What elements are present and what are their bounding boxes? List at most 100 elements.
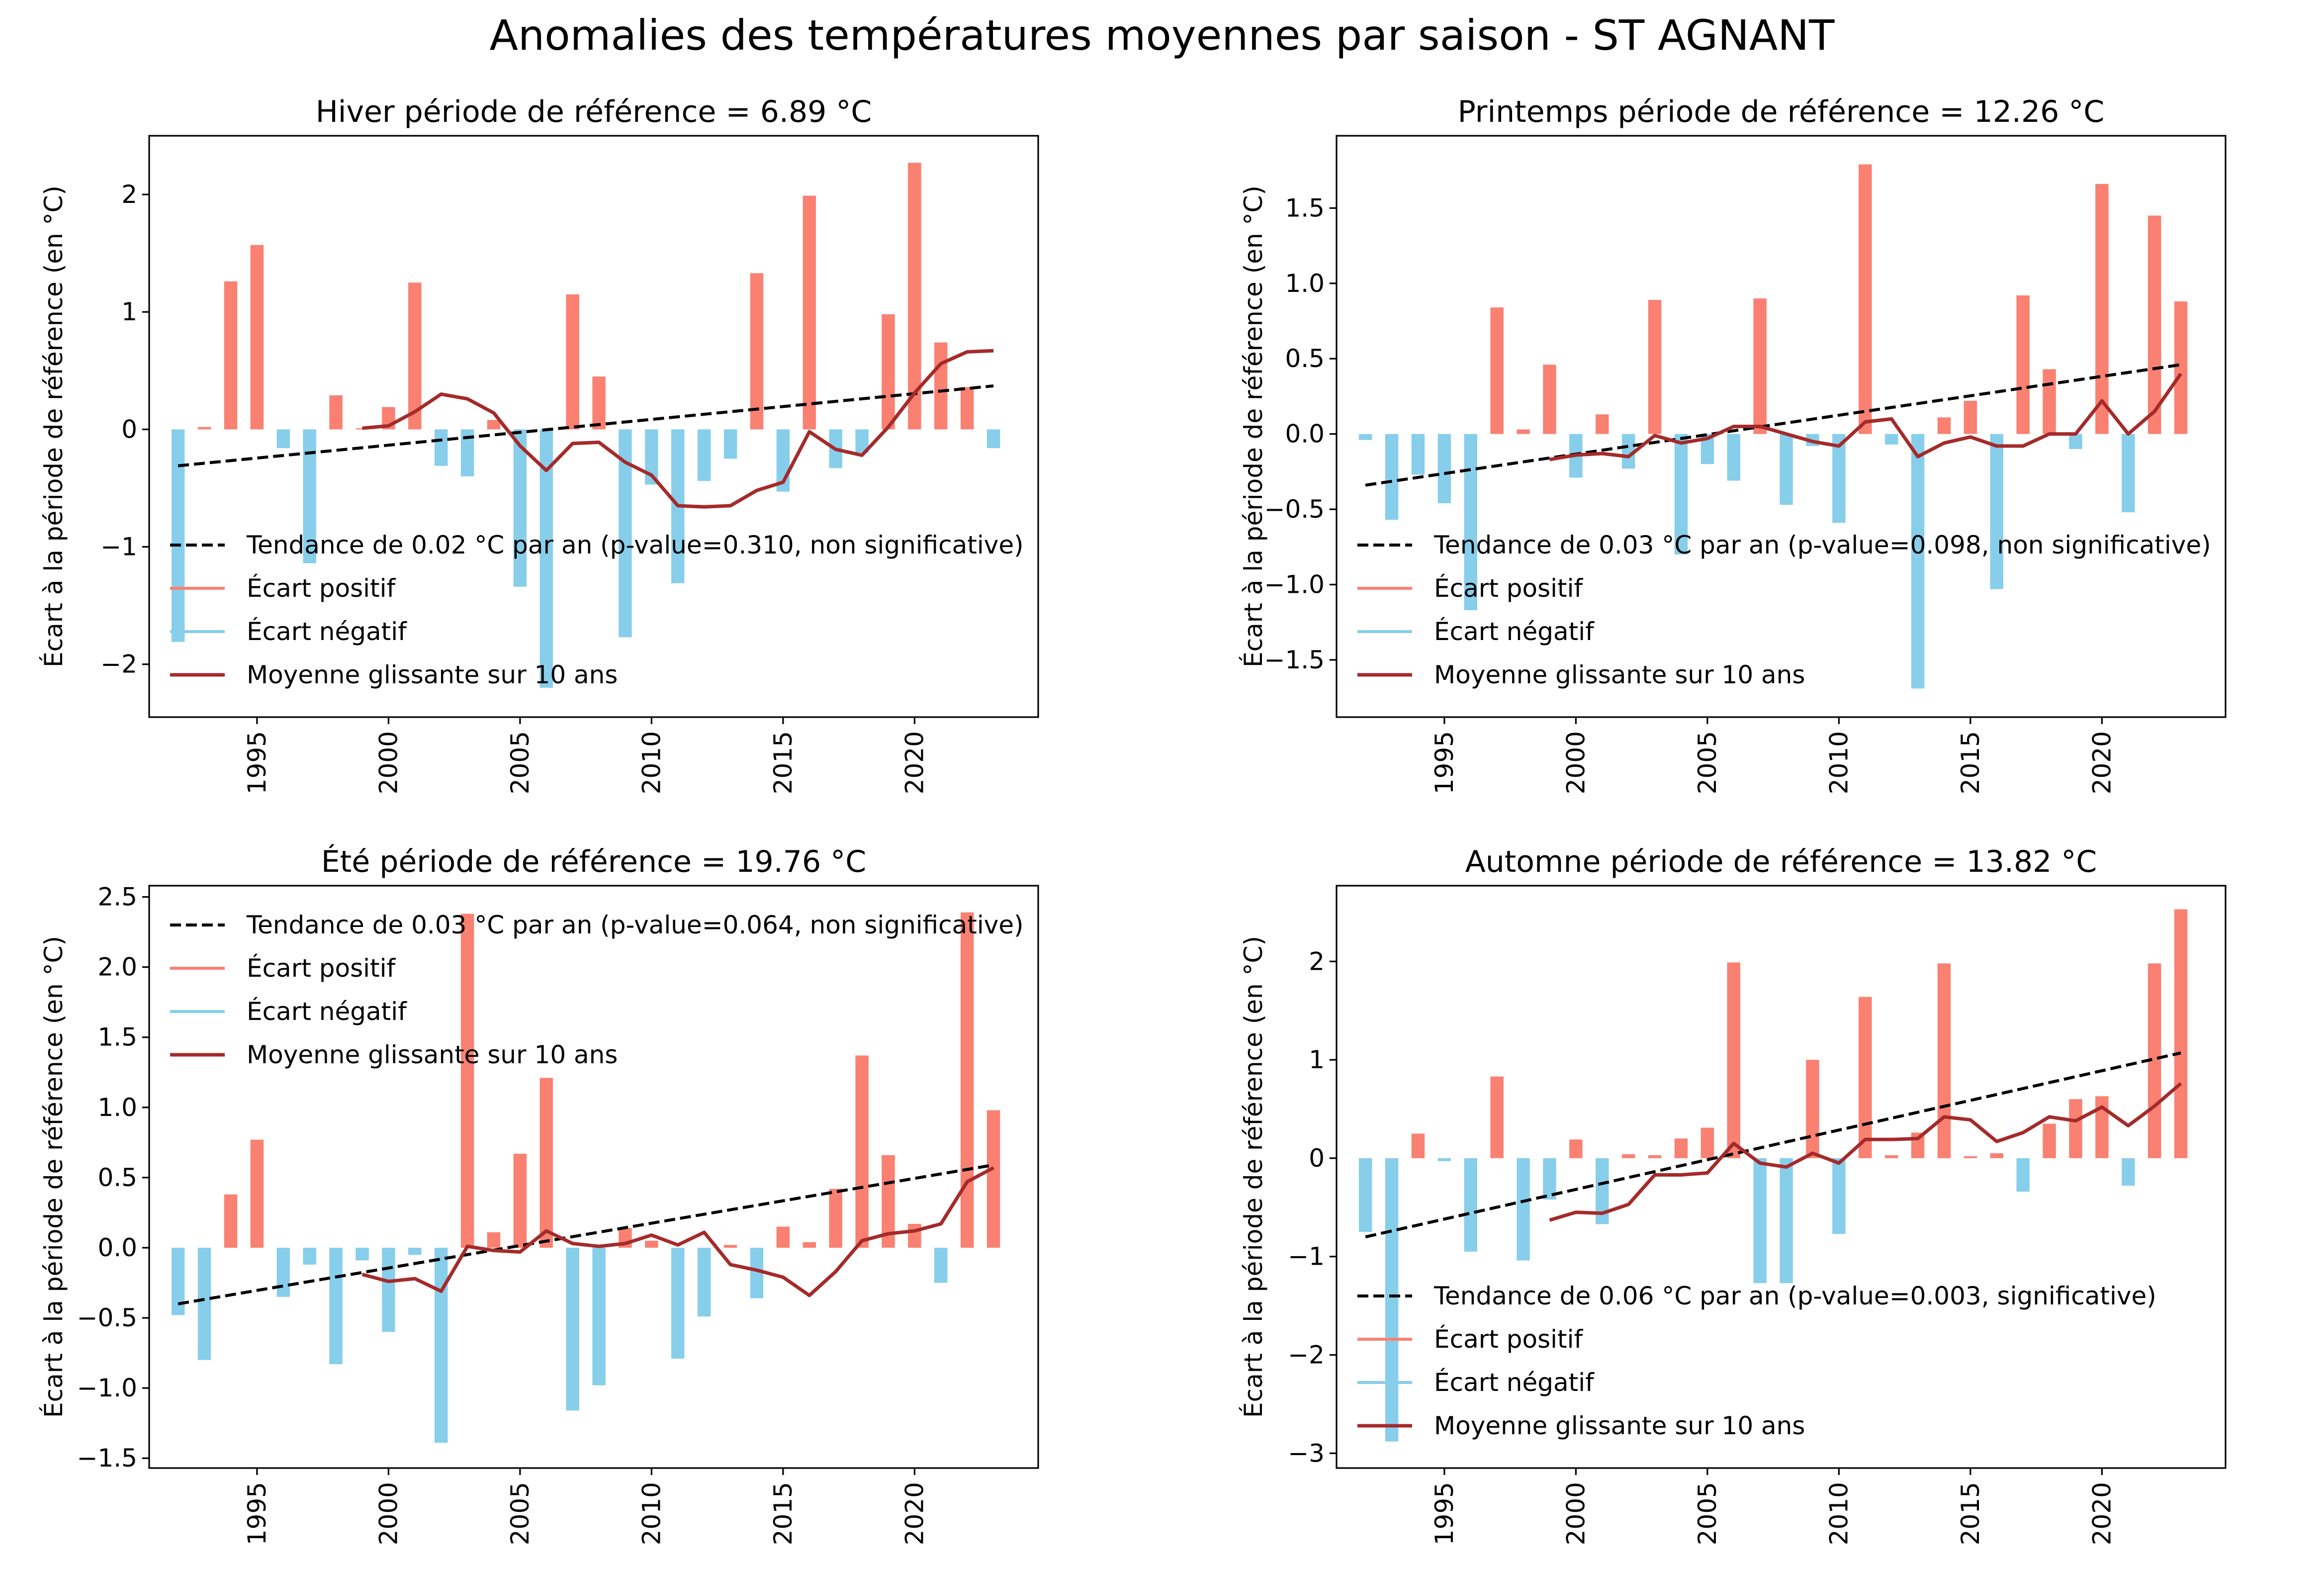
bars-printemps [1358, 164, 2188, 689]
y-axis-label: Écart à la période de référence (en °C) [1239, 936, 1268, 1418]
bar-positive [1859, 997, 1872, 1158]
bar-positive [1937, 417, 1951, 434]
subplot-title: Hiver période de référence = 6.89 °C [316, 94, 872, 129]
y-axis-label: Écart à la période de référence (en °C) [39, 936, 68, 1418]
rolling-mean-line [1549, 1082, 2182, 1222]
bar-positive [1937, 963, 1951, 1158]
bar-negative [408, 1247, 422, 1255]
bar-positive [1964, 1156, 1977, 1158]
bar-negative [1437, 1158, 1451, 1161]
rolling-mean-line [362, 349, 994, 509]
y-tick-label: 1 [121, 297, 137, 326]
legend-label: Moyenne glissante sur 10 ans [1434, 660, 1805, 689]
legend-item-trend: Tendance de 0.03 °C par an (p-value=0.09… [1357, 531, 2211, 559]
legend-item-trend: Tendance de 0.03 °C par an (p-value=0.06… [170, 911, 1024, 939]
x-tick-label: 2005 [1693, 731, 1722, 794]
subplot-ete: Été période de référence = 19.76 °C −1.5 −… [39, 843, 1039, 1545]
bar-positive [1490, 1076, 1504, 1158]
bar-negative [513, 429, 527, 587]
y-tick-label: 1.5 [97, 1023, 137, 1052]
bar-positive [803, 195, 816, 430]
bar-positive [1490, 307, 1504, 434]
x-tick-label: 2005 [506, 1482, 535, 1545]
bar-negative [566, 1247, 579, 1411]
subplot-title: Automne période de référence = 13.82 °C [1465, 844, 2097, 879]
y-axis-label: Écart à la période de référence (en °C) [1239, 185, 1268, 667]
bar-negative [1385, 434, 1399, 520]
y-tick-label: 0.5 [97, 1163, 137, 1192]
bar-negative [697, 429, 711, 481]
legend: Tendance de 0.03 °C par an (p-value=0.06… [170, 911, 1024, 1069]
bar-negative [197, 1247, 211, 1360]
trend-line [1365, 1051, 2181, 1239]
legend-label: Écart positif [247, 573, 396, 603]
bar-negative [1990, 434, 2003, 589]
bar-negative [1674, 434, 1688, 554]
bar-positive [513, 1153, 527, 1248]
bar-positive [1621, 1154, 1635, 1158]
bar-negative [1517, 1158, 1530, 1261]
bar-positive [1411, 1133, 1425, 1158]
subplot-title: Printemps période de référence = 12.26 °… [1458, 94, 2105, 129]
x-tick-label: 2000 [1561, 1482, 1590, 1545]
bar-positive [408, 282, 422, 430]
bar-negative [2016, 1158, 2030, 1192]
bar-positive [855, 1055, 869, 1248]
bar-negative [1832, 434, 1846, 523]
bar-negative [382, 1247, 395, 1332]
bar-positive [1884, 1155, 1898, 1158]
bar-positive [356, 428, 369, 430]
bar-negative [1832, 1158, 1846, 1234]
bar-positive [250, 245, 264, 430]
x-tick-label: 2020 [2087, 1482, 2116, 1545]
bar-positive [1543, 365, 1556, 434]
y-tick-label: 2 [1309, 947, 1325, 976]
y-tick-label: 0.0 [1285, 420, 1325, 449]
bar-positive [329, 395, 343, 430]
bar-positive [566, 294, 579, 430]
bar-positive [908, 163, 921, 430]
bar-negative [671, 1247, 685, 1359]
y-tick-label: 0 [1309, 1144, 1325, 1173]
bar-positive [986, 1110, 1000, 1248]
figure-suptitle: Anomalies des températures moyennes par … [490, 11, 1835, 60]
x-tick-label: 2000 [374, 731, 403, 794]
trend-line [178, 1163, 994, 1305]
bar-positive [487, 420, 501, 430]
y-axis-label: Écart à la période de référence (en °C) [39, 185, 68, 667]
legend: Tendance de 0.06 °C par an (p-value=0.00… [1357, 1282, 2156, 1440]
bar-negative [1753, 1158, 1767, 1284]
bar-positive [960, 912, 974, 1248]
trend-line [178, 384, 994, 467]
x-tick-label: 1995 [1430, 1482, 1459, 1545]
bar-positive [960, 387, 974, 430]
bar-positive [1964, 401, 1977, 434]
bar-positive [908, 1224, 921, 1248]
legend-label: Écart positif [247, 953, 396, 983]
bar-positive [539, 1078, 553, 1248]
bar-positive [1648, 1155, 1662, 1158]
bar-negative [2069, 434, 2082, 449]
bar-negative [2122, 1158, 2135, 1186]
legend-item-negative: Écart négatif [170, 997, 407, 1026]
bar-positive [776, 1226, 790, 1248]
subplot-title: Été période de référence = 19.76 °C [321, 843, 866, 879]
axes-frame [1336, 885, 2227, 1469]
legend: Tendance de 0.02 °C par an (p-value=0.31… [170, 531, 1024, 689]
bar-positive [2174, 909, 2188, 1158]
legend-item-negative: Écart négatif [1357, 1368, 1595, 1397]
bar-positive [1648, 300, 1662, 434]
y-tick-label: 2 [121, 180, 137, 209]
subplot-automne: Automne période de référence = 13.82 °C −… [1239, 844, 2227, 1545]
legend-item-positive: Écart positif [1357, 1324, 1584, 1354]
legend-item-rolling: Moyenne glissante sur 10 ans [1357, 660, 1805, 689]
bar-positive [197, 427, 211, 430]
legend-label: Tendance de 0.03 °C par an (p-value=0.09… [1433, 531, 2211, 559]
y-tick-label: −2 [1288, 1341, 1325, 1370]
bar-negative [1358, 434, 1372, 440]
bar-positive [750, 273, 764, 430]
bar-negative [171, 429, 185, 642]
legend-label: Moyenne glissante sur 10 ans [1434, 1411, 1805, 1440]
x-tick-label: 1995 [243, 731, 271, 794]
